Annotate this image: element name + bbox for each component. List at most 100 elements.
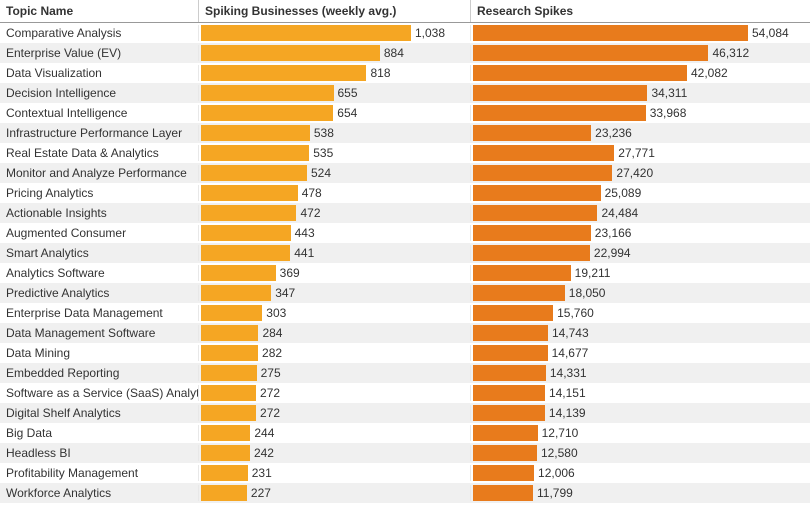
res-cell: 25,089 [470,185,810,201]
topic-name: Augmented Consumer [0,226,198,240]
topic-name: Headless BI [0,446,198,460]
topic-name: Profitability Management [0,466,198,480]
biz-bar [201,365,257,381]
biz-cell: 478 [198,185,470,201]
biz-value: 884 [384,46,404,60]
topic-name: Infrastructure Performance Layer [0,126,198,140]
biz-cell: 242 [198,445,470,461]
topic-name: Decision Intelligence [0,86,198,100]
topic-name: Real Estate Data & Analytics [0,146,198,160]
res-cell: 46,312 [470,45,810,61]
res-value: 54,084 [752,26,789,40]
table-row: Decision Intelligence 655 34,311 [0,83,810,103]
res-bar [473,465,534,481]
table-row: Comparative Analysis1,038 54,084 [0,23,810,43]
res-cell: 18,050 [470,285,810,301]
table-row: Contextual Intelligence65433,968 [0,103,810,123]
res-value: 14,151 [549,386,586,400]
biz-value: 441 [294,246,314,260]
res-bar [473,225,591,241]
res-value: 15,760 [557,306,594,320]
biz-bar [201,225,291,241]
res-value: 14,139 [549,406,586,420]
table-row: Smart Analytics44122,994 [0,243,810,263]
biz-value: 272 [260,386,280,400]
res-bar [473,165,612,181]
biz-cell: 1,038 [198,25,470,41]
res-bar [473,85,647,101]
biz-bar [201,265,276,281]
res-cell: 19,211 [470,265,810,281]
topic-name: Comparative Analysis [0,26,198,40]
res-value: 34,311 [651,86,687,100]
biz-value: 538 [314,126,334,140]
biz-bar [201,205,296,221]
res-bar [473,365,546,381]
topic-name: Data Management Software [0,326,198,340]
chart-container: Topic Name Spiking Businesses (weekly av… [0,0,810,503]
res-bar [473,205,597,221]
topic-name: Embedded Reporting [0,366,198,380]
biz-value: 524 [311,166,331,180]
res-value: 23,236 [595,126,632,140]
biz-cell: 227 [198,485,470,501]
biz-value: 242 [254,446,274,460]
topic-name: Contextual Intelligence [0,106,198,120]
biz-value: 818 [370,66,390,80]
biz-cell: 655 [198,85,470,101]
biz-value: 272 [260,406,280,420]
res-cell: 15,760 [470,305,810,321]
topic-name: Workforce Analytics [0,486,198,500]
biz-cell: 244 [198,425,470,441]
biz-value: 284 [262,326,282,340]
biz-bar [201,45,380,61]
biz-value: 231 [252,466,272,480]
res-bar [473,105,646,121]
biz-value: 347 [275,286,295,300]
biz-cell: 654 [198,105,470,121]
res-bar [473,145,614,161]
biz-bar [201,185,298,201]
header-res: Research Spikes [470,0,810,22]
biz-bar [201,285,271,301]
header-topic: Topic Name [0,0,198,22]
table-row: Big Data24412,710 [0,423,810,443]
biz-cell: 231 [198,465,470,481]
biz-cell: 535 [198,145,470,161]
biz-bar [201,305,262,321]
biz-bar [201,385,256,401]
topic-name: Data Visualization [0,66,198,80]
table-row: Enterprise Value (EV) 884 46,312 [0,43,810,63]
res-bar [473,485,533,501]
biz-bar [201,125,310,141]
header-row: Topic Name Spiking Businesses (weekly av… [0,0,810,23]
res-cell: 14,151 [470,385,810,401]
res-cell: 14,677 [470,345,810,361]
biz-cell: 538 [198,125,470,141]
res-value: 14,743 [552,326,589,340]
biz-cell: 443 [198,225,470,241]
topic-name: Enterprise Value (EV) [0,46,198,60]
biz-cell: 272 [198,405,470,421]
res-value: 12,006 [538,466,575,480]
biz-cell: 441 [198,245,470,261]
res-cell: 14,331 [470,365,810,381]
res-cell: 27,420 [470,165,810,181]
biz-cell: 284 [198,325,470,341]
topic-name: Data Mining [0,346,198,360]
table-row: Data Mining28214,677 [0,343,810,363]
biz-bar [201,345,258,361]
table-row: Headless BI24212,580 [0,443,810,463]
header-biz: Spiking Businesses (weekly avg.) [198,0,470,22]
biz-value: 655 [338,86,358,100]
topic-name: Big Data [0,426,198,440]
biz-bar [201,25,411,41]
table-row: Augmented Consumer44323,166 [0,223,810,243]
res-bar [473,245,590,261]
res-bar [473,385,545,401]
biz-bar [201,465,248,481]
res-bar [473,445,537,461]
res-bar [473,25,748,41]
biz-value: 227 [251,486,271,500]
rows-container: Comparative Analysis1,038 54,084 Enterpris… [0,23,810,503]
